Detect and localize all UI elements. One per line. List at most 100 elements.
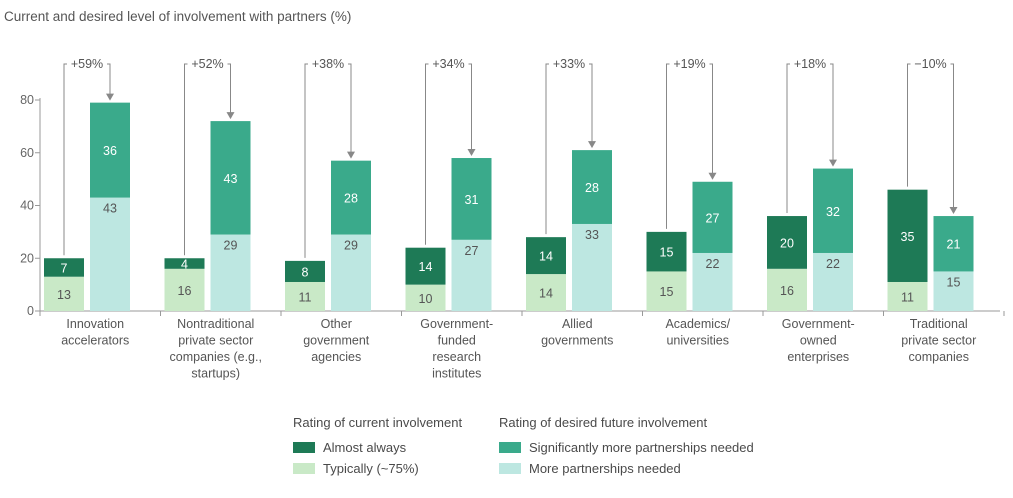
data-label-almost-always: 7 [61, 261, 68, 275]
data-label-typically: 13 [57, 288, 71, 302]
legend-item-almost-always: Almost always [293, 438, 462, 457]
bar-significantly-more [90, 102, 130, 198]
category-label: Government- [420, 317, 493, 331]
category-label: companies [909, 350, 969, 364]
legend-swatch-more-needed [499, 463, 521, 474]
bar-significantly-more [331, 160, 371, 235]
category-label: Government- [782, 317, 855, 331]
bar-almost-always [646, 231, 687, 272]
y-tick-label: 20 [20, 251, 34, 265]
change-bracket-left [545, 63, 549, 235]
legend-label-typically: Typically (~75%) [323, 461, 419, 476]
data-label-significantly-more: 32 [826, 205, 840, 219]
y-tick-label: 40 [20, 199, 34, 213]
bar-almost-always [405, 247, 446, 285]
change-label: +52% [191, 57, 223, 71]
data-label-typically: 16 [178, 284, 192, 298]
bar-typically [44, 276, 84, 311]
legend-desired-header: Rating of desired future involvement [499, 415, 708, 430]
data-label-more-needed: 43 [103, 202, 117, 216]
data-label-typically: 14 [539, 287, 553, 301]
data-label-almost-always: 20 [780, 236, 794, 250]
data-label-significantly-more: 27 [706, 211, 720, 225]
y-tick-label: 60 [20, 146, 34, 160]
legend-label-more-needed: More partnerships needed [529, 461, 681, 476]
category-label: Traditional [910, 317, 968, 331]
category-label: startups) [191, 367, 240, 381]
category-label: accelerators [61, 334, 129, 348]
legend-swatch-significantly-more [499, 442, 521, 453]
data-label-almost-always: 4 [181, 258, 188, 272]
change-label: −10% [914, 57, 946, 71]
category-label: Academics/ [665, 317, 730, 331]
data-label-almost-always: 14 [419, 260, 433, 274]
bar-chart: 0 20 40 60 80 13 7 43 36 +59% Innovation accelerato… [20, 57, 1005, 381]
bar-more-needed [572, 223, 612, 311]
bar-significantly-more [572, 150, 612, 224]
bar-almost-always [285, 260, 325, 282]
category-label: owned [800, 334, 837, 348]
bar-more-needed [933, 271, 974, 311]
change-label: +19% [673, 57, 705, 71]
bar-significantly-more [813, 168, 853, 253]
data-label-almost-always: 8 [302, 265, 309, 279]
bar-significantly-more [451, 158, 492, 240]
data-label-more-needed: 15 [947, 275, 961, 289]
legend-item-more-needed: More partnerships needed [499, 459, 754, 478]
change-bracket-right [468, 63, 472, 153]
y-tick-label: 0 [27, 304, 34, 318]
change-label: +18% [794, 57, 826, 71]
legend-label-significantly-more: Significantly more partnerships needed [529, 440, 754, 455]
data-label-typically: 11 [299, 290, 312, 304]
data-label-significantly-more: 28 [585, 181, 599, 195]
category-label: private sector [178, 334, 253, 348]
change-label: +38% [312, 57, 344, 71]
data-label-more-needed: 22 [826, 257, 840, 271]
category-label: universities [666, 334, 729, 348]
category-label: Allied [562, 317, 593, 331]
data-label-typically: 11 [901, 290, 914, 304]
category-label: research [432, 350, 481, 364]
bar-typically [164, 268, 205, 311]
data-label-more-needed: 27 [465, 244, 479, 258]
change-bracket-right [227, 63, 231, 116]
change-bracket-right [107, 63, 111, 97]
change-arrowhead [467, 149, 476, 157]
bar-typically [285, 281, 325, 311]
bar-typically [526, 274, 566, 311]
change-bracket-right [348, 63, 352, 155]
category-label: Nontraditional [177, 317, 254, 331]
change-bracket-left [184, 63, 188, 256]
change-label: +59% [71, 57, 103, 71]
category-label: government [303, 334, 370, 348]
bar-more-needed [692, 252, 733, 311]
change-arrowhead [347, 151, 355, 159]
bar-almost-always [887, 189, 928, 282]
legend-label-almost-always: Almost always [323, 440, 407, 455]
bar-typically [405, 284, 446, 311]
data-label-more-needed: 29 [344, 239, 358, 253]
change-bracket-right [950, 63, 954, 211]
category-label: Innovation [66, 317, 124, 331]
bar-almost-always [44, 258, 84, 277]
data-label-more-needed: 29 [224, 239, 238, 253]
category-label: enterprises [787, 350, 849, 364]
change-arrowhead [106, 93, 114, 101]
legend-swatch-almost-always [293, 442, 315, 453]
change-arrowhead [588, 141, 596, 149]
bar-more-needed [331, 234, 371, 311]
category-label: private sector [901, 334, 976, 348]
bar-almost-always [526, 237, 566, 275]
category-label: agencies [311, 350, 361, 364]
change-label: +33% [553, 57, 585, 71]
bar-more-needed [210, 234, 251, 311]
change-arrowhead [949, 207, 958, 215]
bar-more-needed [813, 252, 853, 311]
bar-more-needed [451, 239, 492, 311]
y-tick-label: 80 [20, 93, 34, 107]
bar-typically [887, 281, 928, 311]
change-arrowhead [708, 172, 717, 180]
category-label: companies (e.g., [170, 350, 262, 364]
data-label-significantly-more: 28 [344, 192, 358, 206]
change-arrowhead [226, 112, 235, 120]
